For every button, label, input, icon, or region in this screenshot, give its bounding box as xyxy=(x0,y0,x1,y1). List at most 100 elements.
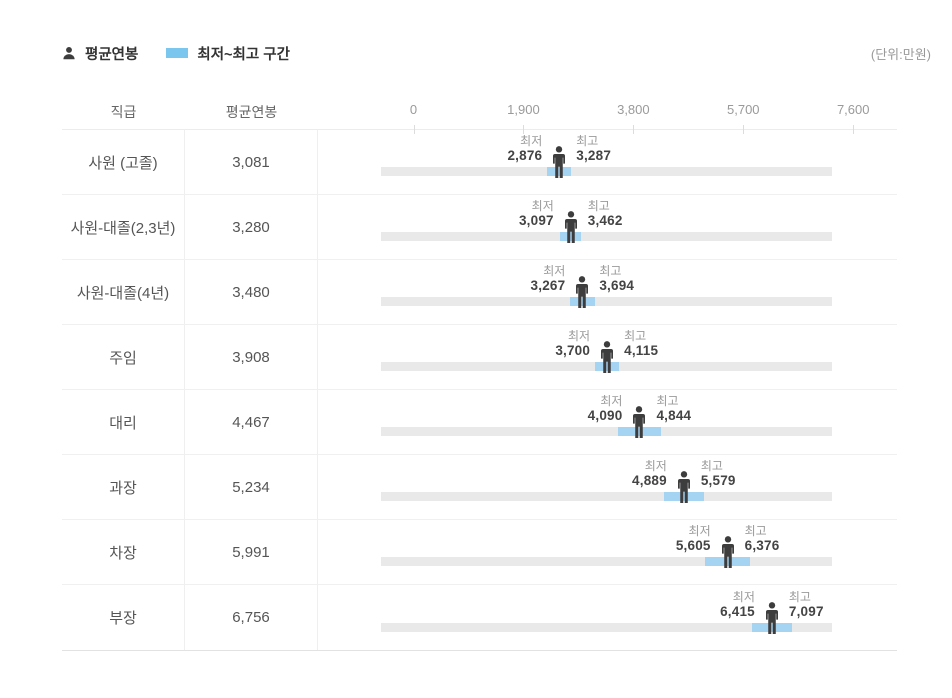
min-number: 5,605 xyxy=(675,538,711,554)
max-caption: 최고 xyxy=(599,263,622,278)
min-caption: 최저 xyxy=(543,263,566,278)
average-salary-cell: 4,467 xyxy=(185,390,318,454)
table-row: 사원 (고졸) 3,081 최저 2,876 최고 3,287 xyxy=(62,130,897,195)
min-number: 2,876 xyxy=(507,148,543,164)
min-number: 6,415 xyxy=(720,604,755,620)
grade-cell: 사원-대졸(4년) xyxy=(62,260,185,324)
max-value-label: 최고 6,376 xyxy=(744,523,780,554)
max-number: 6,376 xyxy=(744,538,780,554)
track-bar xyxy=(381,623,832,632)
axis-tick-label: 5,700 xyxy=(727,102,760,117)
axis-tick-mark xyxy=(413,125,415,134)
table-row: 부장 6,756 최저 6,415 최고 7,097 xyxy=(62,585,897,650)
axis-tick-label: 7,600 xyxy=(836,102,870,117)
max-caption: 최고 xyxy=(700,458,723,473)
average-salary-cell: 5,991 xyxy=(185,520,318,584)
max-caption: 최고 xyxy=(576,133,599,148)
average-salary-cell: 3,908 xyxy=(185,325,318,389)
max-value-label: 최고 3,287 xyxy=(576,133,612,164)
grade-cell: 대리 xyxy=(62,390,185,454)
chart-legend: 평균연봉 최저~최고 구간 xyxy=(62,43,290,64)
axis-tick-label: 3,800 xyxy=(617,102,650,117)
max-value-label: 최고 3,694 xyxy=(599,263,635,294)
track-bar xyxy=(381,232,832,241)
header-average-salary: 평균연봉 xyxy=(225,103,278,120)
grade-cell: 부장 xyxy=(62,585,185,650)
max-value-label: 최고 4,844 xyxy=(656,394,692,424)
table-row: 과장 5,234 최저 4,889 최고 5,579 xyxy=(62,455,897,520)
min-value-label: 최저 3,700 xyxy=(555,329,590,359)
person-icon xyxy=(721,536,734,568)
min-value-label: 최저 2,876 xyxy=(507,134,543,164)
average-marker: 최저 4,090 최고 4,844 xyxy=(588,394,691,438)
min-number: 4,090 xyxy=(587,408,623,424)
average-salary-cell: 3,081 xyxy=(185,130,318,194)
range-swatch-icon xyxy=(166,48,189,58)
legend-average-label: 평균연봉 xyxy=(85,46,139,63)
table-row: 대리 4,467 최저 4,090 최고 4,844 xyxy=(62,390,897,455)
min-max-range-bar xyxy=(663,492,704,501)
average-marker: 최저 6,415 최고 7,097 xyxy=(720,590,823,634)
min-max-range-bar xyxy=(595,362,620,371)
unit-note: (단위:만원) xyxy=(870,46,931,62)
average-marker: 최저 3,700 최고 4,115 xyxy=(555,329,658,373)
max-value-label: 최고 5,579 xyxy=(700,458,736,489)
min-value-label: 최저 5,605 xyxy=(675,524,711,554)
row-track-area: 최저 4,889 최고 5,579 xyxy=(381,455,832,519)
min-value-label: 최저 3,267 xyxy=(531,263,566,294)
axis-tick-mark xyxy=(743,125,745,134)
average-marker: 최저 4,889 최고 5,579 xyxy=(632,459,735,503)
max-value-label: 최고 7,097 xyxy=(789,590,824,620)
axis-tick-mark xyxy=(523,125,525,134)
header-grade: 직급 xyxy=(110,103,137,120)
average-salary-cell: 5,234 xyxy=(185,455,318,519)
max-number: 5,579 xyxy=(700,473,736,489)
range-chart-cell: 최저 3,097 최고 3,462 xyxy=(318,195,897,259)
axis-tick-mark xyxy=(853,125,855,134)
min-max-range-bar xyxy=(705,557,750,566)
row-track-area: 최저 5,605 최고 6,376 xyxy=(381,520,832,584)
max-caption: 최고 xyxy=(624,328,647,343)
average-marker: 최저 2,876 최고 3,287 xyxy=(507,134,611,178)
min-caption: 최저 xyxy=(644,458,667,473)
range-chart-cell: 최저 6,415 최고 7,097 xyxy=(318,585,897,650)
track-bar xyxy=(381,167,832,176)
range-chart-cell: 최저 5,605 최고 6,376 xyxy=(318,520,897,584)
row-track-area: 최저 3,097 최고 3,462 xyxy=(381,195,832,259)
max-caption: 최고 xyxy=(587,198,610,213)
range-chart-cell: 최저 4,090 최고 4,844 xyxy=(318,390,897,454)
min-max-range-bar xyxy=(560,232,582,241)
row-track-area: 최저 2,876 최고 3,287 xyxy=(381,130,832,194)
person-icon xyxy=(765,602,778,634)
row-track-area: 최저 3,267 최고 3,694 xyxy=(381,260,832,324)
min-value-label: 최저 3,097 xyxy=(519,199,554,229)
grade-cell: 주임 xyxy=(62,325,185,389)
row-track-area: 최저 4,090 최고 4,844 xyxy=(381,390,832,454)
range-chart-cell: 최저 2,876 최고 3,287 xyxy=(318,130,897,194)
min-max-range-bar xyxy=(617,427,662,436)
max-number: 3,287 xyxy=(576,148,612,164)
grade-cell: 차장 xyxy=(62,520,185,584)
range-chart-cell: 최저 3,267 최고 3,694 xyxy=(318,260,897,324)
axis-tick-mark xyxy=(633,125,635,134)
min-value-label: 최저 4,090 xyxy=(587,394,623,424)
grade-cell: 과장 xyxy=(62,455,185,519)
grade-cell: 사원-대졸(2,3년) xyxy=(62,195,185,259)
max-caption: 최고 xyxy=(744,523,767,538)
table-header: 직급 평균연봉 0 1,900 3,800 5,700 7,600 xyxy=(62,94,897,134)
salary-table: 직급 평균연봉 0 1,900 3,800 5,700 7,600 사원 (고졸) 3,0… xyxy=(62,94,897,651)
min-max-range-bar xyxy=(570,297,595,306)
table-row: 차장 5,991 최저 5,605 최고 6,376 xyxy=(62,520,897,585)
table-body: 사원 (고졸) 3,081 최저 2,876 최고 3,287 사원-대졸(2,3년) 3,2… xyxy=(62,130,897,650)
legend-row: 평균연봉 최저~최고 구간 (단위:만원) xyxy=(62,40,935,66)
person-icon xyxy=(601,341,614,373)
track-bar xyxy=(381,427,832,436)
max-number: 4,844 xyxy=(656,408,692,424)
min-max-range-bar xyxy=(752,623,792,632)
person-bust-icon xyxy=(63,46,75,60)
max-number: 3,694 xyxy=(599,278,635,294)
person-icon xyxy=(633,406,646,438)
table-row: 주임 3,908 최저 3,700 최고 4,115 xyxy=(62,325,897,390)
average-marker: 최저 3,267 최고 3,694 xyxy=(531,264,634,308)
min-caption: 최저 xyxy=(732,589,755,604)
